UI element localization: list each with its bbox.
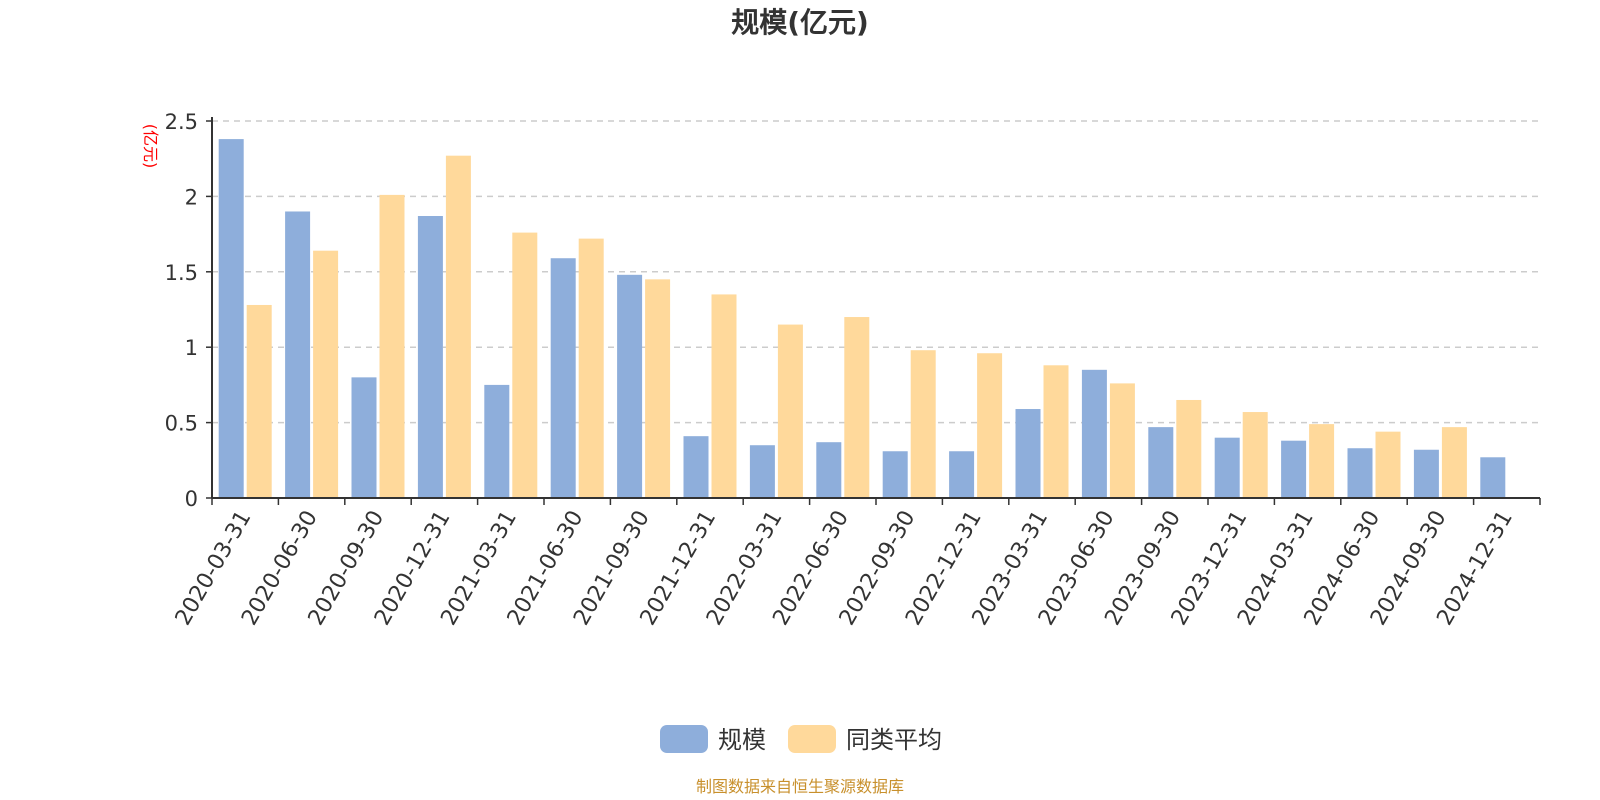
y-tick-label: 0.5 [165,412,198,436]
axes [211,117,1540,499]
bar-category-average[interactable] [1176,399,1202,498]
bar-scale[interactable] [1214,437,1240,498]
bar-category-average[interactable] [910,350,936,498]
legend-swatch-scale [660,725,708,753]
bar-scale[interactable] [617,274,643,498]
legend-item-scale[interactable]: 规模 [660,725,766,754]
bar-category-average[interactable] [645,279,671,498]
bar-scale[interactable] [1148,427,1174,498]
y-tick-label: 1 [185,336,198,360]
x-tick-labels: 2020-03-312020-06-302020-09-302020-12-31… [171,498,1541,630]
bar-scale[interactable] [749,445,775,498]
bar-category-average[interactable] [1109,383,1135,498]
bar-category-average[interactable] [445,155,471,498]
chart-title: 规模(亿元) [731,6,869,39]
bar-scale[interactable] [550,258,576,498]
bar-category-average[interactable] [1309,424,1335,498]
bar-category-average[interactable] [379,194,405,498]
bar-scale[interactable] [1480,457,1506,498]
bar-scale[interactable] [1081,369,1107,498]
bar-category-average[interactable] [977,353,1003,498]
y-tick-labels: 0 0.5 1 1.5 2 2.5 [165,110,212,511]
y-tick-label: 2.5 [165,110,198,134]
bar-category-average[interactable] [1441,427,1467,498]
bar-scale[interactable] [417,216,443,498]
bar-category-average[interactable] [711,294,737,498]
bar-scale[interactable] [1413,449,1439,498]
bar-category-average[interactable] [1242,412,1268,498]
bar-scale[interactable] [351,377,377,498]
bar-category-average[interactable] [512,232,538,499]
bar-scale[interactable] [218,139,244,498]
legend-label-scale: 规模 [718,726,766,754]
bar-scale[interactable] [484,384,510,498]
grid-lines [212,120,1540,424]
y-tick-label: 2 [185,185,198,209]
bar-scale[interactable] [1015,409,1041,498]
bar-scale[interactable] [816,442,842,498]
bar-scale[interactable] [949,451,975,498]
legend-item-category-average[interactable]: 同类平均 [788,725,942,754]
legend-label-category-average: 同类平均 [846,726,942,754]
bar-scale[interactable] [683,436,709,498]
bar-scale[interactable] [1347,448,1373,498]
legend: 规模 同类平均 [660,725,942,754]
y-axis-unit-label: (亿元) [141,124,160,169]
bar-category-average[interactable] [1043,365,1069,498]
bar-scale[interactable] [882,451,908,498]
bar-category-average[interactable] [313,250,339,498]
bar-category-average[interactable] [777,324,803,498]
y-tick-label: 0 [185,487,198,511]
bar-scale[interactable] [285,211,311,499]
y-tick-label: 1.5 [165,261,198,285]
data-source-note: 制图数据来自恒生聚源数据库 [696,777,904,796]
bar-scale[interactable] [1281,440,1307,498]
legend-swatch-category-average [788,725,836,753]
bar-category-average[interactable] [578,238,604,498]
bar-category-average[interactable] [844,317,870,498]
bar-category-average[interactable] [246,304,272,498]
bars [218,139,1506,499]
bar-category-average[interactable] [1375,431,1401,498]
